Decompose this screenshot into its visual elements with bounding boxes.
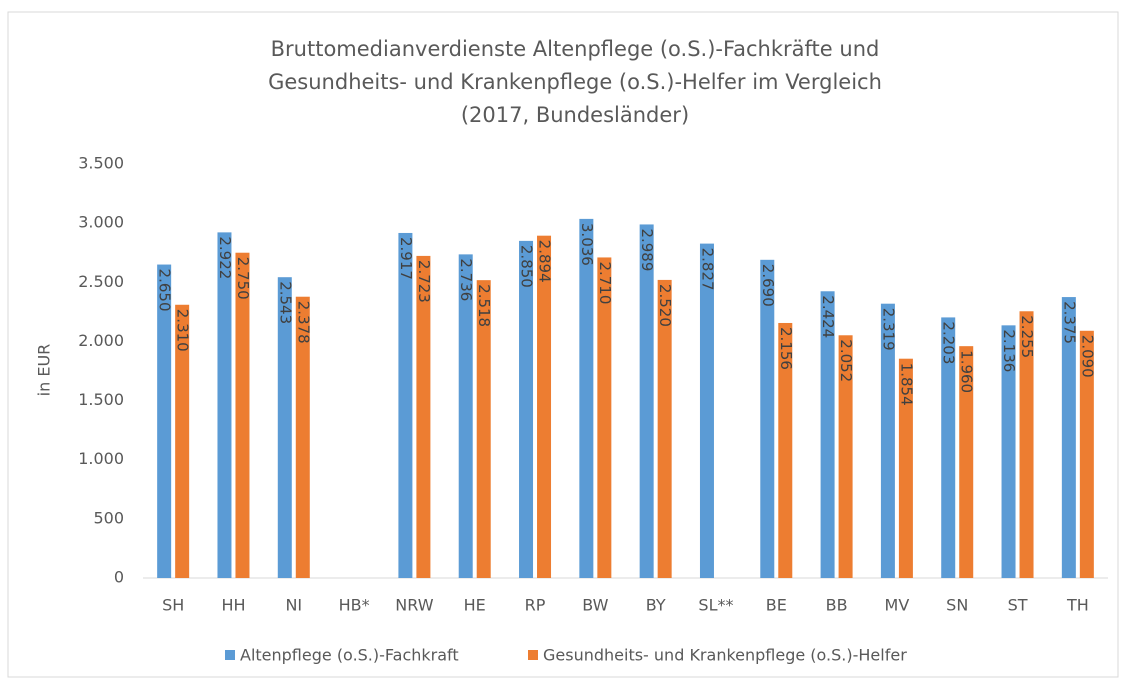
bar <box>1001 325 1016 578</box>
bar <box>157 264 172 578</box>
value-label: 2.378 <box>294 301 312 344</box>
bar <box>898 358 913 578</box>
bar <box>760 259 775 578</box>
bar <box>519 240 534 578</box>
legend-label: Altenpflege (o.S.)-Fachkraft <box>240 646 459 665</box>
x-tick-label: SN <box>946 596 968 615</box>
value-label: 3.036 <box>578 223 596 266</box>
y-tick-label: 2.500 <box>78 272 124 291</box>
bar <box>458 254 473 578</box>
value-label: 2.424 <box>819 295 837 338</box>
value-label: 2.518 <box>475 284 493 327</box>
bar <box>1079 330 1094 578</box>
x-tick-label: TH <box>1066 596 1089 615</box>
value-label: 2.255 <box>1018 315 1036 358</box>
x-tick-label: RP <box>525 596 546 615</box>
bar <box>639 224 654 578</box>
bar <box>820 291 835 578</box>
bar <box>295 296 310 578</box>
legend-swatch <box>225 650 235 660</box>
value-label: 2.736 <box>457 258 475 301</box>
bar <box>579 218 594 578</box>
bar <box>235 252 250 578</box>
y-tick-label: 3.000 <box>78 213 124 232</box>
bar <box>217 232 232 578</box>
value-label: 2.052 <box>837 339 855 382</box>
y-tick-label: 500 <box>93 508 124 527</box>
value-label: 2.520 <box>656 284 674 327</box>
bar <box>880 303 895 578</box>
bar <box>1019 311 1034 578</box>
x-tick-label: HE <box>464 596 486 615</box>
x-tick-label: SL** <box>698 596 733 615</box>
y-tick-label: 1.500 <box>78 390 124 409</box>
bar <box>941 317 956 578</box>
x-tick-label: MV <box>885 596 910 615</box>
bar <box>778 322 793 578</box>
legend-swatch <box>528 650 538 660</box>
value-label: 2.690 <box>759 264 777 307</box>
x-tick-label: BE <box>766 596 787 615</box>
value-label: 2.894 <box>536 240 554 283</box>
y-tick-label: 3.500 <box>78 154 124 173</box>
x-tick-label: BY <box>646 596 666 615</box>
value-label: 2.850 <box>518 245 536 288</box>
x-tick-label: SH <box>162 596 184 615</box>
value-label: 2.827 <box>698 248 716 291</box>
value-label: 2.650 <box>156 269 174 312</box>
y-tick-label: 0 <box>114 568 124 587</box>
chart-title: Gesundheits- und Krankenpflege (o.S.)-He… <box>268 70 882 94</box>
x-tick-label: NI <box>285 596 302 615</box>
value-label: 2.543 <box>276 281 294 324</box>
x-tick-label: ST <box>1008 596 1028 615</box>
chart-border <box>7 11 1119 678</box>
bar <box>175 304 190 578</box>
value-label: 2.750 <box>234 257 252 300</box>
y-tick-label: 1.000 <box>78 449 124 468</box>
bar <box>277 277 292 578</box>
bar <box>699 243 714 578</box>
value-label: 2.922 <box>216 236 234 279</box>
bar <box>1061 297 1076 578</box>
value-label: 2.319 <box>879 308 897 351</box>
bar <box>398 232 413 578</box>
x-tick-label: BB <box>826 596 848 615</box>
value-label: 2.917 <box>397 237 415 280</box>
value-label: 2.989 <box>638 228 656 271</box>
value-label: 2.310 <box>174 309 192 352</box>
x-tick-label: BW <box>582 596 608 615</box>
legend-label: Gesundheits- und Krankenpflege (o.S.)-He… <box>543 646 907 665</box>
value-label: 2.375 <box>1060 301 1078 344</box>
x-tick-label: NRW <box>395 596 433 615</box>
chart-title: Bruttomedianverdienste Altenpflege (o.S.… <box>271 37 880 61</box>
x-tick-label: HH <box>221 596 245 615</box>
value-label: 2.723 <box>415 260 433 303</box>
y-tick-label: 2.000 <box>78 331 124 350</box>
bar <box>838 335 853 578</box>
bar <box>657 279 672 578</box>
bar <box>959 346 974 578</box>
bar <box>476 280 491 578</box>
y-axis-title: in EUR <box>35 344 54 397</box>
bar <box>597 257 612 578</box>
bar <box>537 235 552 578</box>
chart-title: (2017, Bundesländer) <box>461 103 689 127</box>
value-label: 2.203 <box>940 321 958 364</box>
bar <box>416 255 431 578</box>
value-label: 2.090 <box>1078 335 1096 378</box>
x-tick-label: HB* <box>339 596 370 615</box>
value-label: 2.156 <box>777 327 795 370</box>
value-label: 2.710 <box>596 261 614 304</box>
value-label: 1.960 <box>958 350 976 393</box>
value-label: 1.854 <box>897 363 915 406</box>
value-label: 2.136 <box>1000 329 1018 372</box>
